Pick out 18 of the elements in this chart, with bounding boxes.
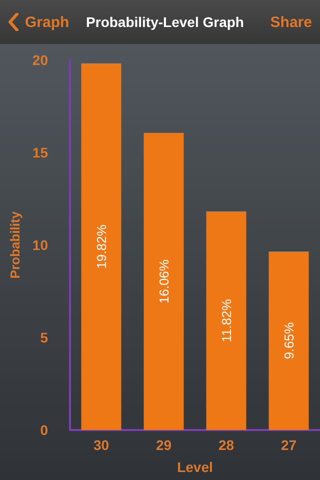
y-tick-label: 20	[32, 52, 48, 68]
x-tick-label: 28	[218, 437, 234, 453]
y-tick-label: 10	[32, 237, 48, 253]
chart-title: Probability-Level Graph	[86, 14, 244, 30]
x-tick-label: 30	[93, 437, 110, 453]
x-tick-label: 29	[156, 437, 172, 453]
text: Share	[270, 14, 312, 30]
data-label: 11.82%	[218, 298, 234, 342]
y-axis-title: Probability	[8, 210, 23, 279]
x-axis-title: Level	[177, 459, 213, 475]
text: Graph	[25, 14, 70, 30]
y-tick-label: 5	[40, 330, 48, 346]
y-tick-label: 0	[40, 422, 48, 438]
y-tick-label: 15	[32, 144, 48, 160]
x-tick-label: 27	[280, 437, 297, 453]
data-label: 9.65%	[281, 322, 296, 360]
data-label: 16.06%	[156, 258, 172, 304]
data-label: 19.82%	[94, 224, 109, 269]
